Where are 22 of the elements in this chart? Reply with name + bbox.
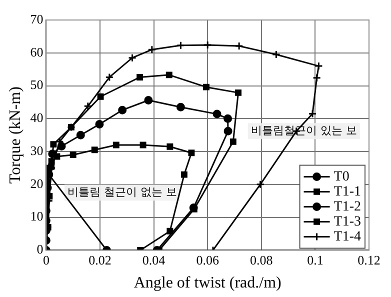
x-tick-label: 0.06 xyxy=(196,252,220,268)
x-tick-label: 0.02 xyxy=(88,252,112,268)
y-tick-label: 70 xyxy=(30,11,44,26)
y-tick-label: 40 xyxy=(30,110,44,126)
y-axis-title: Torque (kN-m) xyxy=(6,86,24,184)
legend-label: T1-4 xyxy=(334,229,362,244)
y-tick-label: 30 xyxy=(30,142,44,158)
y-tick-label: 60 xyxy=(30,44,44,60)
y-tick-label: 20 xyxy=(30,176,44,191)
x-tick-label: 0.08 xyxy=(250,252,273,268)
x-tick-label: 0.1 xyxy=(307,252,324,268)
y-tick-label: 10 xyxy=(30,208,44,224)
annotation: 비틀림 철근이 없는 보 xyxy=(67,186,177,199)
legend-label: T1-2 xyxy=(334,199,362,214)
x-tick-label: 0.12 xyxy=(358,252,380,268)
y-tick-label: 0 xyxy=(36,242,44,257)
x-axis-title: Angle of twist (rad./m) xyxy=(134,274,282,292)
legend-label: T0 xyxy=(334,169,350,184)
legend-label: T1-3 xyxy=(334,214,362,230)
y-tick-label: 50 xyxy=(30,77,44,92)
x-tick-label: 0.04 xyxy=(142,252,166,268)
legend-label: T1-1 xyxy=(334,184,362,200)
